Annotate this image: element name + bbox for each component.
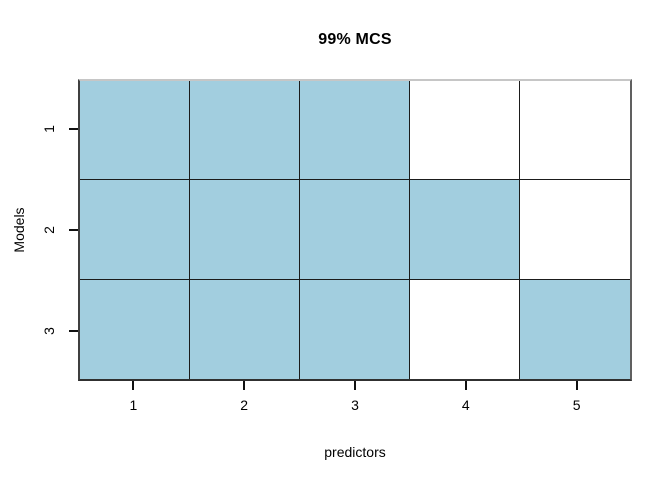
x-tick-mark bbox=[575, 381, 578, 390]
matrix-cell bbox=[520, 279, 630, 379]
y-tick-label: 2 bbox=[41, 226, 57, 234]
x-tick-mark bbox=[243, 381, 246, 390]
y-tick-mark bbox=[69, 128, 78, 131]
plot-area bbox=[78, 79, 632, 381]
y-axis: 1 2 3 bbox=[0, 79, 78, 381]
x-axis-label: predictors bbox=[324, 444, 386, 460]
y-tick-mark bbox=[69, 229, 78, 231]
matrix-cell bbox=[300, 180, 410, 280]
x-tick-mark bbox=[132, 381, 135, 390]
x-tick-label: 4 bbox=[461, 397, 470, 413]
matrix-cell bbox=[520, 81, 630, 181]
matrix-cell bbox=[80, 279, 190, 379]
y-tick-label: 3 bbox=[41, 326, 57, 335]
y-axis-label: Models bbox=[11, 207, 27, 253]
chart-title: 99% MCS bbox=[318, 31, 392, 48]
matrix-cell bbox=[520, 180, 630, 280]
x-axis: 1 2 3 4 5 bbox=[78, 381, 632, 421]
y-tick-mark bbox=[69, 329, 78, 332]
matrix-cell bbox=[300, 279, 410, 379]
x-tick-label: 1 bbox=[129, 397, 138, 413]
x-tick-label: 3 bbox=[351, 397, 359, 413]
matrix-cell bbox=[410, 279, 520, 379]
matrix-cell bbox=[410, 180, 520, 280]
heatmap-grid bbox=[80, 81, 630, 379]
x-tick-label: 2 bbox=[240, 397, 249, 413]
matrix-cell bbox=[80, 180, 190, 280]
x-tick-mark bbox=[354, 381, 356, 390]
matrix-cell bbox=[80, 81, 190, 181]
matrix-cell bbox=[300, 81, 410, 181]
x-tick-mark bbox=[464, 381, 467, 390]
x-tick-label: 5 bbox=[572, 397, 581, 413]
y-tick-label: 1 bbox=[41, 125, 57, 134]
matrix-cell bbox=[190, 279, 300, 379]
matrix-cell bbox=[190, 180, 300, 280]
matrix-cell bbox=[190, 81, 300, 181]
matrix-cell bbox=[410, 81, 520, 181]
